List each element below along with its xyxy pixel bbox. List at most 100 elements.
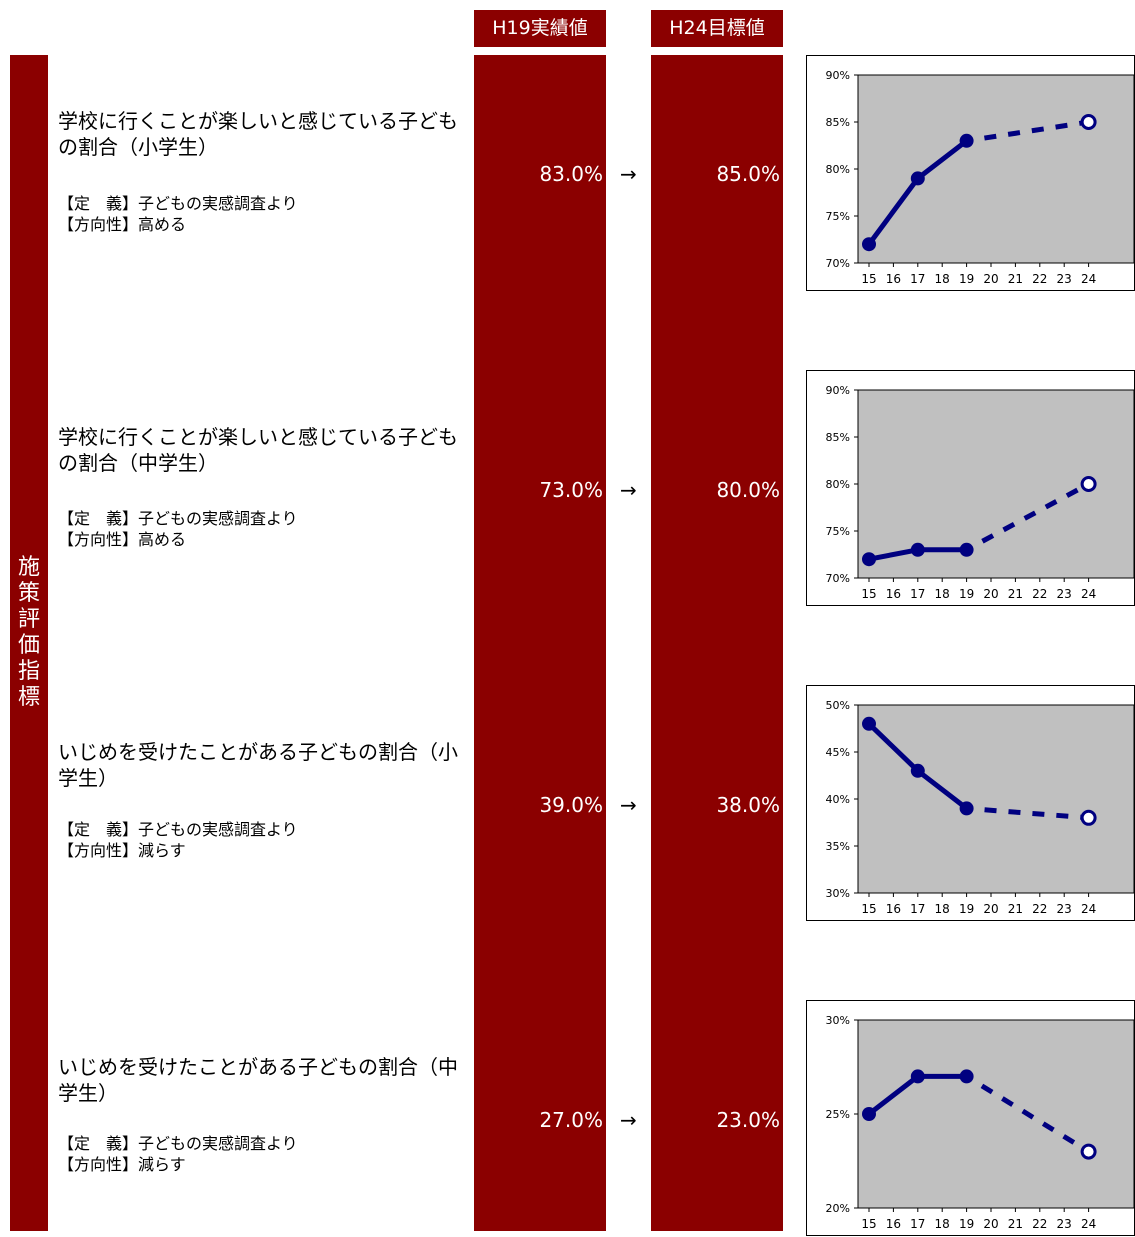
target-point: [1080, 476, 1097, 492]
indicator-4-chart: 20% 25% 30% 15 16 17 18 19 20 21 22 23 24: [806, 1000, 1135, 1236]
target-value-header: H24目標値: [651, 10, 783, 47]
x-tick-label: 19: [959, 272, 974, 286]
x-tick-label: 23: [1057, 587, 1072, 601]
indicator-2-current: 73.0%: [539, 478, 603, 502]
actual-point: [910, 171, 925, 186]
indicator-2-definition: 【定 義】子どもの実感調査より: [58, 509, 298, 528]
target-line: [965, 481, 1090, 553]
indicator-3-target: 38.0%: [716, 793, 780, 817]
x-tick-label: 16: [886, 902, 901, 916]
actual-point: [959, 133, 974, 148]
y-tick-label: 45%: [826, 746, 850, 759]
x-tick-label: 17: [910, 587, 925, 601]
x-tick-label: 19: [959, 902, 974, 916]
indicator-2-arrow: →: [620, 478, 637, 502]
y-tick-label: 30%: [826, 1014, 850, 1027]
x-tick-label: 20: [983, 1217, 998, 1231]
plot-area: [857, 74, 1135, 264]
y-tick-label: 90%: [826, 384, 850, 397]
indicator-2-title: 学校に行くことが楽しいと感じている子どもの割合（中学生）: [58, 425, 458, 475]
target-point: [1080, 809, 1097, 826]
x-tick-label: 16: [886, 587, 901, 601]
y-tick-label: 90%: [826, 69, 850, 82]
x-tick-label: 24: [1081, 272, 1096, 286]
y-tick-label: 80%: [826, 478, 850, 491]
x-tick-label: 17: [910, 1217, 925, 1231]
target-point: [1080, 114, 1097, 130]
actual-point: [910, 542, 925, 557]
chart-svg: 30% 35% 40% 45% 50% 15 16 17 18 19 20 21 22 23 24: [826, 699, 1135, 916]
y-tick-label: 25%: [826, 1108, 850, 1121]
indicator-1-arrow: →: [620, 162, 637, 186]
plot-area: [857, 1019, 1135, 1209]
target-line: [966, 805, 1089, 821]
indicator-4-title: いじめを受けたことがある子どもの割合（中学生）: [58, 1055, 458, 1105]
y-tick-label: 75%: [826, 525, 850, 538]
x-tick-label: 22: [1032, 1217, 1047, 1231]
y-tick-label: 85%: [826, 431, 850, 444]
x-tick-label: 23: [1057, 272, 1072, 286]
x-tick-label: 20: [983, 902, 998, 916]
actual-point: [910, 1069, 925, 1084]
x-tick-label: 15: [861, 272, 876, 286]
indicator-1-target: 85.0%: [716, 162, 780, 186]
indicator-2-target: 80.0%: [716, 478, 780, 502]
x-tick-label: 15: [861, 587, 876, 601]
y-tick-label: 75%: [826, 210, 850, 223]
target-value-column: [651, 55, 783, 1231]
indicator-1-chart: 70% 75% 80% 85% 90% 15 16 17 18 19 20 21 22 23 24: [806, 55, 1135, 291]
x-tick-label: 24: [1081, 1217, 1096, 1231]
y-tick-label: 50%: [826, 699, 850, 712]
x-tick-label: 19: [959, 587, 974, 601]
indicator-1-title: 学校に行くことが楽しいと感じている子どもの割合（小学生）: [58, 109, 458, 159]
x-tick-label: 21: [1008, 587, 1023, 601]
x-tick-label: 22: [1032, 902, 1047, 916]
x-tick-label: 16: [886, 272, 901, 286]
x-tick-label: 20: [983, 587, 998, 601]
x-tick-label: 15: [861, 1217, 876, 1231]
indicator-4-definition: 【定 義】子どもの実感調査より: [58, 1134, 298, 1153]
x-tick-label: 18: [935, 1217, 950, 1231]
indicator-4-current: 27.0%: [539, 1108, 603, 1132]
x-tick-label: 21: [1008, 902, 1023, 916]
y-tick-label: 20%: [826, 1202, 850, 1215]
target-point: [1080, 1143, 1097, 1160]
actual-point: [862, 237, 876, 252]
y-tick-label: 85%: [826, 116, 850, 129]
x-tick-label: 20: [983, 272, 998, 286]
current-value-header: H19実績値: [474, 10, 606, 47]
plot-area: [857, 704, 1135, 894]
y-tick-label: 70%: [826, 257, 850, 270]
current-value-column: [474, 55, 606, 1231]
indicator-1-definition: 【定 義】子どもの実感調査より: [58, 194, 298, 213]
actual-point: [959, 542, 974, 557]
x-tick-label: 18: [935, 587, 950, 601]
sidebar: 施 策 評 価 指 標: [10, 55, 48, 1231]
y-tick-label: 30%: [826, 887, 850, 900]
x-tick-label: 22: [1032, 272, 1047, 286]
actual-point: [862, 1107, 876, 1121]
indicator-3-definition: 【定 義】子どもの実感調査より: [58, 820, 298, 839]
x-tick-label: 17: [910, 272, 925, 286]
target-line: [966, 119, 1089, 144]
indicator-4-direction: 【方向性】減らす: [58, 1155, 186, 1174]
x-tick-label: 23: [1057, 1217, 1072, 1231]
indicator-3-chart: 30% 35% 40% 45% 50% 15 16 17 18 19 20 21 22 23 24: [806, 685, 1135, 921]
x-tick-label: 18: [935, 902, 950, 916]
y-tick-label: 80%: [826, 163, 850, 176]
target-line: [965, 1074, 1090, 1154]
chart-svg: 70% 75% 80% 85% 90% 15 16 17 18 19 20 21 22 23 24: [826, 69, 1135, 286]
sidebar-label: 施 策 評 価 指 標: [17, 555, 40, 710]
x-tick-label: 23: [1057, 902, 1072, 916]
actual-point: [959, 1069, 974, 1084]
actual-point: [862, 716, 876, 731]
chart-svg: 20% 25% 30% 15 16 17 18 19 20 21 22 23 24: [826, 1014, 1135, 1231]
indicator-3-title: いじめを受けたことがある子どもの割合（小学生）: [58, 740, 458, 790]
actual-point: [910, 763, 925, 778]
y-tick-label: 70%: [826, 572, 850, 585]
indicator-4-arrow: →: [620, 1108, 637, 1132]
indicator-1-current: 83.0%: [539, 162, 603, 186]
x-tick-label: 24: [1081, 902, 1096, 916]
x-tick-label: 21: [1008, 1217, 1023, 1231]
x-tick-label: 18: [935, 272, 950, 286]
